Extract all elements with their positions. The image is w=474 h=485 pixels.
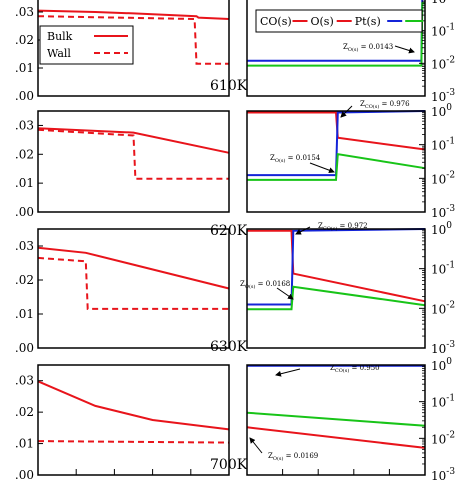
- panel-1-left-ytick-label: .03: [15, 118, 34, 132]
- left-legend-label-bulk: Bulk: [47, 30, 73, 43]
- panel-1-left-series-bulk: [37, 127, 230, 154]
- panel-2-right-ytick-label: 10-2: [431, 300, 455, 316]
- panel-3-right-ytick-label: 10-2: [431, 430, 455, 446]
- panel-0-annotation-0: ZO(s) = 0.0143: [343, 43, 393, 53]
- panel-3-left-ytick-label: .01: [15, 437, 34, 451]
- panel-3-right-ytick-label: 10-1: [431, 394, 455, 410]
- panel-0-right-ytick-label: 10-2: [431, 55, 455, 71]
- panel-0-temperature-label: 610K: [210, 78, 248, 94]
- panel-0-right-ytick-label: 10-1: [431, 23, 455, 39]
- right-legend-label-0: CO(s): [260, 15, 292, 28]
- panel-2-left-series-bulk: [37, 246, 230, 290]
- panel-3-annotation-0: ZCO(s) = 0.950: [330, 364, 380, 374]
- panel-3-left-series-bulk: [37, 380, 230, 431]
- panel-3-temperature-label: 700K: [210, 457, 248, 473]
- panel-3-annotation-arrow-1: [249, 437, 263, 454]
- panel-0-left-series-bulk: [37, 9, 230, 20]
- panel-2-right-series-1: [247, 228, 426, 306]
- panel-3-left-frame: [37, 364, 230, 476]
- panel-2-annotation-arrow-0: [295, 226, 311, 235]
- panel-1-left-ytick-label: .02: [15, 147, 34, 161]
- panel-1-left-series-wall: [37, 128, 229, 180]
- panel-2-left-series-wall: [37, 256, 229, 310]
- panel-2-annotation-1: ZO(s) = 0.0168: [240, 280, 290, 290]
- panel-1-annotation-arrow-0: [340, 105, 353, 118]
- panel-2-temperature-label: 630K: [210, 339, 248, 355]
- panel-2-right-ytick-label: 10-1: [431, 261, 455, 277]
- panel-3-right-ytick-label: 10-3: [431, 467, 455, 483]
- panel-2-annotation-0: ZCO(s) = 0.972: [318, 222, 368, 232]
- panel-1-right-ytick-label: 100: [431, 103, 452, 119]
- panel-1-annotation-0: ZCO(s) = 0.976: [360, 100, 410, 110]
- panel-0-right-ytick-label: 100: [431, 0, 452, 6]
- panel-1-annotation-1: ZO(s) = 0.0154: [270, 154, 321, 164]
- panel-3-right-ytick-label: 100: [431, 357, 452, 373]
- panel-2-left-ytick-label: .00: [15, 341, 34, 355]
- panel-0-left-frame: [37, 0, 230, 97]
- panel-2-left-ytick-label: .01: [15, 307, 34, 321]
- panel-0-left-ytick-label: .03: [15, 5, 34, 19]
- panel-0-left-ytick-label: .01: [15, 61, 34, 75]
- panel-3-left-ytick-label: .00: [15, 468, 34, 482]
- panel-1-right-series-2: [247, 153, 426, 181]
- panel-2-right-ytick-label: 100: [431, 221, 452, 237]
- left-legend-box: [39, 25, 134, 65]
- panel-3-left-ytick-label: .02: [15, 405, 34, 419]
- panel-1-annotation-arrow-1: [309, 162, 335, 174]
- panel-1-temperature-label: 620K: [210, 223, 248, 239]
- panel-1-left-ytick-label: .00: [15, 205, 34, 219]
- panel-3-left-series-wall: [37, 440, 230, 444]
- panel-3-annotation-arrow-0: [275, 368, 301, 377]
- panel-0-annotation-arrow-0: [394, 45, 415, 54]
- panel-3-left-ytick-label: .03: [15, 374, 34, 388]
- panel-2-left-ytick-label: .03: [15, 239, 34, 253]
- panel-1-right-frame: [246, 110, 426, 213]
- right-legend-label-2: Pt(s): [355, 15, 381, 28]
- panel-0-right-frame: [246, 0, 426, 97]
- panel-3-right-series-1: [246, 411, 426, 427]
- panel-0-right-ytick-label: 10-3: [431, 88, 455, 104]
- panel-1-right-ytick-label: 10-3: [431, 204, 455, 220]
- panel-1-left-ytick-label: .01: [15, 176, 34, 190]
- panel-2-annotation-arrow-1: [276, 287, 294, 300]
- left-legend-label-wall: Wall: [47, 47, 71, 60]
- panel-3-right-series-2: [246, 426, 426, 449]
- panel-0-left-ytick-label: .00: [15, 89, 34, 103]
- panel-2-left-ytick-label: .02: [15, 273, 34, 287]
- panel-3-annotation-1: ZO(s) = 0.0169: [268, 452, 318, 462]
- panel-1-right-ytick-label: 10-2: [431, 170, 455, 186]
- panel-2-right-series-0: [247, 229, 426, 303]
- panel-2-right-ytick-label: 10-3: [431, 340, 455, 356]
- panel-1-left-frame: [37, 110, 230, 213]
- panel-2-left-frame: [37, 228, 230, 349]
- panel-2-right-frame: [246, 228, 426, 349]
- panel-2-right-series-2: [247, 285, 426, 311]
- right-legend-label-1: O(s): [311, 15, 334, 28]
- panel-1-right-ytick-label: 10-1: [431, 137, 455, 153]
- panel-0-left-ytick-label: .02: [15, 33, 34, 47]
- panel-3-right-frame: [246, 364, 426, 476]
